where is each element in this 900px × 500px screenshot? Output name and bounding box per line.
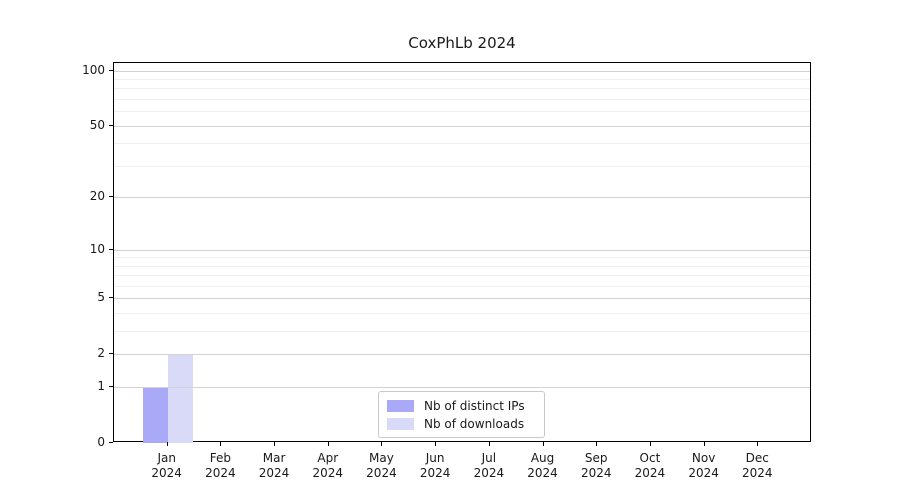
x-tick [220,442,222,446]
legend-swatch-icon [387,399,414,412]
y-tick-label: 100 [82,62,105,77]
x-tick-label: Sep 2024 [580,451,612,480]
y-tick [109,442,113,443]
y-tick [109,353,113,355]
x-tick [381,442,383,446]
x-tick-label: Dec 2024 [742,451,773,480]
y-tick [109,297,113,299]
x-tick [649,442,651,446]
y-tick-label: 5 [97,290,105,305]
minor-gridline [114,275,810,277]
x-tick-label: Aug 2024 [527,451,558,480]
y-tick [109,196,113,198]
y-tick-label: 1 [97,379,105,394]
bar-jan-series2 [167,354,193,443]
x-tick [166,442,168,446]
bar-jan-series1 [142,387,168,443]
x-tick-label: Mar 2024 [258,451,290,480]
minor-gridline [114,79,810,81]
y-tick-label: 50 [89,117,105,132]
major-gridline [114,125,810,127]
x-tick-label: Feb 2024 [205,451,236,480]
legend: Nb of distinct IPs Nb of downloads [378,391,545,438]
minor-gridline [114,143,810,145]
y-tick [109,69,113,71]
legend-item-1: Nb of distinct IPs [387,397,536,414]
x-tick [757,442,759,446]
minor-gridline [114,99,810,101]
minor-gridline [114,285,810,287]
major-gridline [114,354,810,356]
legend-label: Nb of downloads [424,416,525,431]
major-gridline [114,197,810,199]
y-tick [109,124,113,126]
major-gridline [114,249,810,251]
x-tick [327,442,329,446]
legend-item-2: Nb of downloads [387,415,536,432]
x-tick [596,442,598,446]
x-tick [488,442,490,446]
plot-area [113,62,811,443]
x-tick-label: Jun 2024 [419,451,451,480]
y-tick-label: 2 [97,346,105,361]
y-tick-label: 10 [89,241,105,256]
minor-gridline [114,165,810,167]
x-tick [542,442,544,446]
legend-swatch-icon [387,417,414,430]
legend-label: Nb of distinct IPs [424,398,525,413]
minor-gridline [114,111,810,113]
minor-gridline [114,257,810,259]
minor-gridline [114,313,810,315]
x-tick [274,442,276,446]
x-tick-label: Apr 2024 [312,451,344,480]
x-tick [703,442,705,446]
y-tick-label: 0 [97,435,105,449]
chart-title: CoxPhLb 2024 [408,34,516,52]
x-tick [435,442,437,446]
y-tick-label: 20 [89,189,105,204]
x-tick-label: May 2024 [366,451,397,480]
x-tick-label: Jan 2024 [151,451,182,480]
x-tick-label: Jul 2024 [473,451,505,480]
major-gridline [114,298,810,300]
x-tick-label: Oct 2024 [634,451,666,480]
minor-gridline [114,265,810,267]
major-gridline [114,387,810,389]
minor-gridline [114,331,810,333]
y-tick [109,248,113,250]
minor-gridline [114,88,810,90]
x-tick-label: Nov 2024 [688,451,719,480]
major-gridline [114,70,810,72]
y-tick [109,386,113,388]
